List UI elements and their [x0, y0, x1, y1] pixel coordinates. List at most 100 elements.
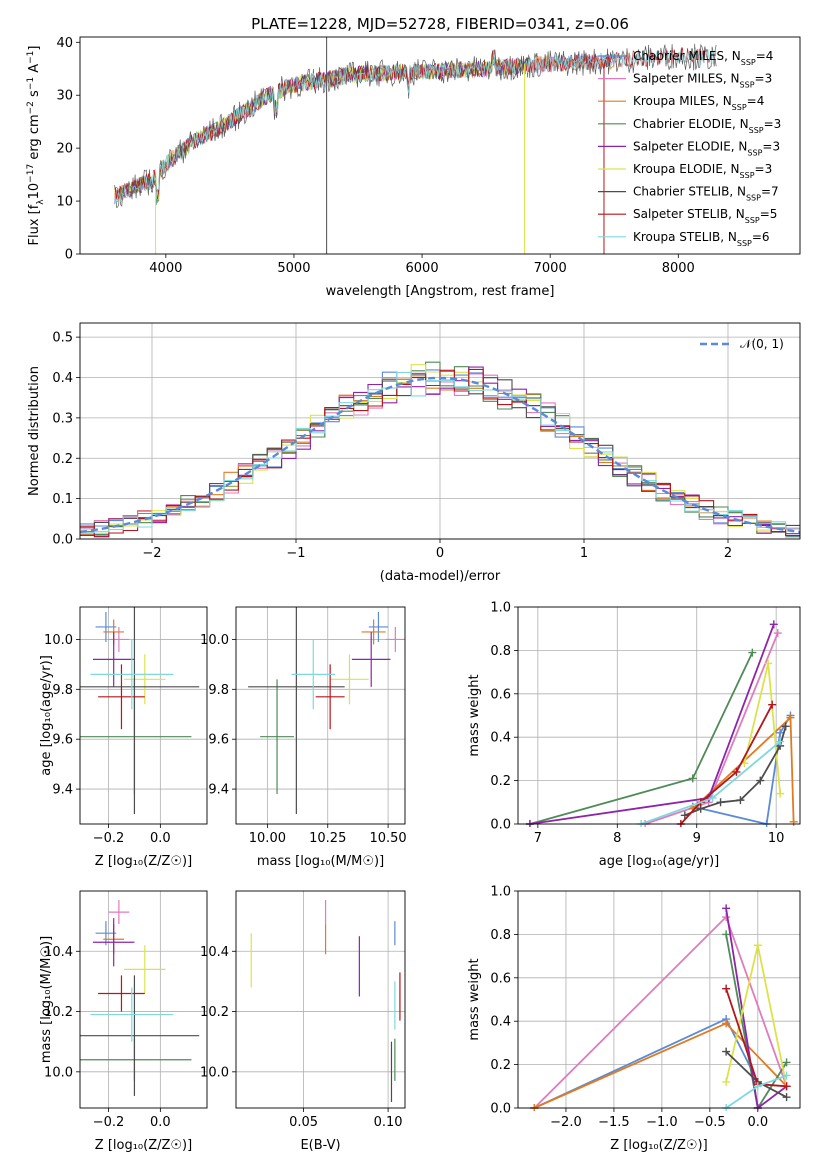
weight-marker [769, 620, 778, 629]
x-tick-label: 7000 [534, 261, 567, 276]
legend-entry: Salpeter ELODIE, NSSP=3 [633, 139, 780, 157]
axes-frame [79, 36, 801, 255]
y-axis-label-part: erg cm [27, 114, 42, 163]
y-tick-label: 9.6 [52, 733, 73, 748]
y-axis-label-part: −1 [26, 77, 36, 90]
legend-nssp: 4 [757, 94, 765, 108]
y-axis-label-part: Flux [f [27, 204, 42, 245]
legend-eq: = [747, 94, 757, 108]
spectrum-lines [114, 37, 717, 254]
errorbar-point [351, 631, 391, 687]
errorbar-point [124, 654, 166, 705]
errorbar-point [80, 607, 200, 815]
mass_vs_Z-axes: −0.2 0.0 10.0 10.2 10.4 Z [log₁₀(Z/Z☉)] mass [… [39, 891, 207, 1153]
weight-marker [722, 1019, 731, 1028]
legend-sub: SSP [747, 148, 762, 157]
legend-nssp: 3 [774, 117, 782, 131]
weight-marker [776, 789, 785, 798]
y-tick-label: 10.0 [44, 633, 73, 648]
x-tick-label: 2 [724, 546, 732, 561]
y-axis-label: age [log₁₀(age/yr)] [39, 655, 54, 776]
y-tick-label: 9.4 [52, 783, 73, 798]
errorbar-point [248, 607, 345, 815]
y-axis-label-part: λ [36, 199, 46, 205]
errorbar-points [80, 607, 200, 815]
legend-sub: SSP [740, 80, 755, 89]
weight-series-line [533, 915, 788, 1109]
x-axis-label: mass [log₁₀(M/M☉)] [257, 854, 384, 869]
weight-lines [525, 620, 798, 827]
errorbar-point [92, 631, 135, 687]
y-tick-label: 10.0 [44, 1065, 73, 1080]
x-tick-label: −2 [142, 546, 161, 561]
axes-frame [79, 890, 208, 1109]
legend-entry: Salpeter MILES, NSSP=3 [633, 72, 772, 90]
legend-nssp: 6 [762, 230, 770, 244]
legend-model: Kroupa STELIB [633, 230, 720, 244]
weight-marker [782, 1058, 791, 1067]
x-tick-label: 10.50 [369, 831, 406, 846]
y-tick-label: 40 [56, 36, 73, 51]
y-tick-label: 10.4 [200, 945, 229, 960]
legend-eq: = [755, 72, 765, 86]
legend-sep: , N [731, 139, 748, 153]
errorbar-point [361, 619, 386, 645]
errorbar-points [80, 900, 200, 1096]
weight-marker [782, 1093, 791, 1102]
y-tick-label: 0.6 [490, 687, 511, 702]
y-tick-label: 10.2 [200, 1005, 229, 1020]
axes-frame [517, 890, 801, 1109]
y-tick-label: 0.2 [490, 1058, 511, 1073]
weight-marker [688, 774, 697, 783]
y-tick-label: 0.1 [52, 492, 73, 507]
y-axis-label-part: A [27, 64, 42, 77]
errorbar-point [95, 611, 117, 642]
weight-lines [530, 904, 791, 1111]
errorbar-point [90, 987, 174, 1042]
x-tick-label: 5000 [277, 261, 310, 276]
y-tick-label: 10.2 [44, 1005, 73, 1020]
x-tick-label: 0 [436, 546, 444, 561]
weight-marker [756, 776, 765, 785]
errorbar-point [368, 611, 389, 642]
weight-marker [680, 811, 689, 820]
errorbar-point [98, 664, 145, 730]
weight-marker [708, 793, 717, 802]
errorbar-point [108, 626, 130, 652]
x-tick-label: −1.5 [598, 1115, 630, 1130]
y-axis-label: Flux [fλ10−17 erg cm−2 s−1 A−1] [26, 46, 46, 246]
legend-eq: = [755, 162, 765, 176]
y-tick-label: 1.0 [490, 885, 511, 900]
mass_vs_ebv-axes: 0.05 0.10 10.0 10.2 10.4 E(B-V) [200, 891, 405, 1153]
legend-eq: = [764, 117, 774, 131]
x-tick-label: −0.2 [93, 831, 125, 846]
residual_hist-axes: −2 −1 0 1 2 0.0 0.1 0.2 0.3 0.4 0.5 (data-model)/er… [27, 323, 800, 584]
legend-model: Chabrier STELIB [633, 185, 729, 199]
legend-entry: 𝒩(0, 1) [740, 337, 784, 351]
weight-marker [768, 700, 777, 709]
errorbar-point [315, 664, 345, 730]
weight-marker [753, 1082, 762, 1091]
weight-marker [776, 728, 785, 737]
y-tick-label: 20 [56, 142, 73, 157]
weight-marker [748, 648, 757, 657]
errorbar-point [385, 626, 405, 652]
x-axis-label: (data-model)/error [380, 569, 501, 584]
axes-frame [79, 322, 801, 540]
weight-marker [716, 798, 725, 807]
y-tick-label: 9.8 [52, 683, 73, 698]
y-tick-label: 0.0 [490, 818, 511, 833]
legend-sub: SSP [740, 171, 755, 180]
x-tick-label: 1 [580, 546, 588, 561]
y-axis-label: Normed distribution [27, 366, 42, 496]
errorbar-point [124, 945, 166, 994]
weight-marker [781, 722, 790, 731]
errorbar-points [250, 900, 401, 1102]
weight-marker [789, 817, 798, 826]
weight-series-line [644, 632, 779, 825]
legend-entry: Kroupa STELIB, NSSP=6 [633, 230, 770, 248]
x-axis-label: Z [log₁₀(Z/Z☉)] [95, 854, 192, 869]
y-tick-label: 9.6 [208, 733, 229, 748]
normal-curve [80, 376, 800, 534]
